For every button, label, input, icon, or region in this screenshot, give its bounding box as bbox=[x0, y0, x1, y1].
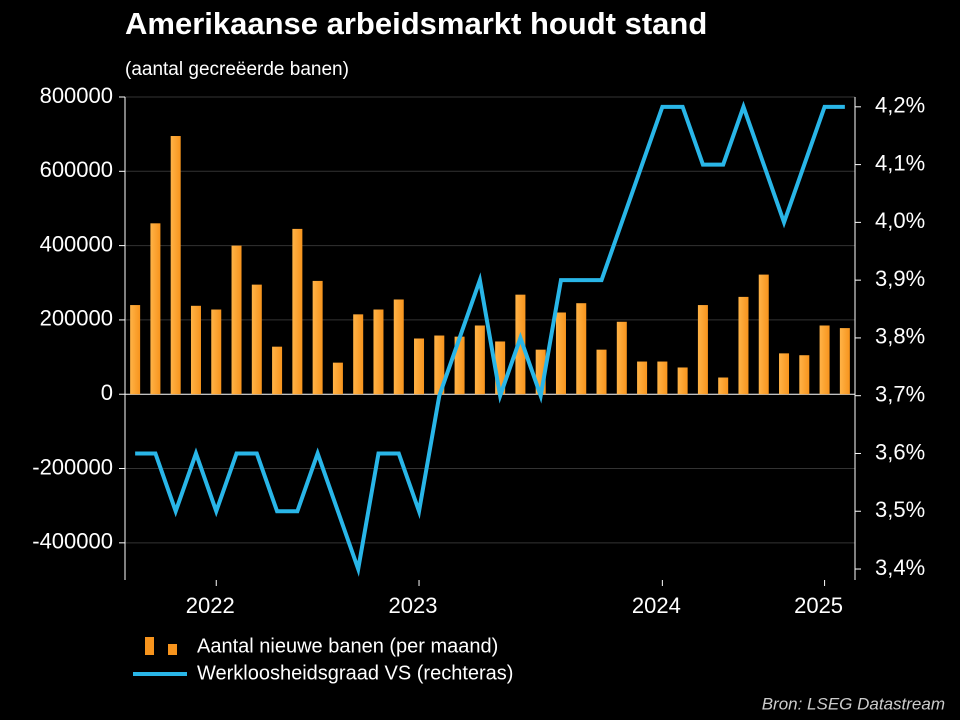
bar bbox=[758, 274, 769, 395]
y-tick-label: 200000 bbox=[40, 306, 113, 331]
bar bbox=[677, 367, 688, 395]
bar bbox=[718, 377, 729, 395]
bar bbox=[819, 325, 830, 395]
bar bbox=[474, 325, 485, 395]
bar bbox=[576, 303, 587, 395]
bar bbox=[657, 361, 668, 395]
bar bbox=[190, 305, 201, 395]
bar bbox=[231, 245, 242, 395]
legend-swatch bbox=[145, 637, 154, 655]
legend-label: Werkloosheidsgraad VS (rechteras) bbox=[197, 662, 513, 684]
x-tick-label: 2024 bbox=[632, 593, 681, 618]
bar bbox=[535, 349, 546, 395]
bar bbox=[637, 361, 648, 395]
bar bbox=[555, 312, 566, 395]
bar bbox=[799, 355, 810, 395]
legend-swatch bbox=[168, 644, 177, 655]
bar bbox=[312, 280, 323, 395]
bar bbox=[332, 362, 343, 395]
y2-tick-label: 3,8% bbox=[875, 324, 925, 349]
bar bbox=[515, 294, 526, 395]
y2-tick-label: 3,6% bbox=[875, 439, 925, 464]
y2-tick-label: 3,7% bbox=[875, 382, 925, 407]
bar bbox=[211, 309, 222, 395]
bar bbox=[414, 338, 425, 395]
legend-label: Aantal nieuwe banen (per maand) bbox=[197, 635, 498, 657]
x-tick-label: 2022 bbox=[186, 593, 235, 618]
source: Bron: LSEG Datastream bbox=[762, 694, 945, 713]
bar bbox=[839, 328, 850, 395]
bar bbox=[779, 353, 790, 395]
y-tick-label: -400000 bbox=[32, 529, 113, 554]
bar bbox=[454, 336, 465, 395]
bar bbox=[130, 305, 141, 395]
chart-title: Amerikaanse arbeidsmarkt houdt stand bbox=[125, 6, 707, 41]
y2-tick-label: 3,9% bbox=[875, 266, 925, 291]
bar bbox=[434, 335, 445, 395]
bar bbox=[170, 136, 181, 395]
bar bbox=[616, 321, 627, 395]
chart-subtitle: (aantal gecreëerde banen) bbox=[125, 59, 349, 80]
bar bbox=[251, 284, 262, 395]
y-tick-label: 800000 bbox=[40, 83, 113, 108]
y-tick-label: -200000 bbox=[32, 454, 113, 479]
bar bbox=[272, 346, 283, 395]
line bbox=[135, 100, 845, 577]
bar bbox=[353, 314, 364, 395]
y2-tick-label: 4,1% bbox=[875, 150, 925, 175]
y2-tick-label: 3,4% bbox=[875, 555, 925, 580]
x-tick-label: 2025 bbox=[794, 593, 843, 618]
x-tick-label: 2023 bbox=[389, 593, 438, 618]
bar bbox=[292, 228, 303, 395]
y2-tick-label: 4,2% bbox=[875, 93, 925, 118]
y2-tick-label: 4,0% bbox=[875, 208, 925, 233]
y-tick-label: 400000 bbox=[40, 231, 113, 256]
y2-tick-label: 3,5% bbox=[875, 497, 925, 522]
y-tick-label: 600000 bbox=[40, 157, 113, 182]
bar bbox=[373, 309, 384, 395]
bar bbox=[697, 305, 708, 395]
bar bbox=[495, 341, 506, 395]
bar bbox=[393, 299, 404, 395]
bar bbox=[738, 296, 749, 395]
bar bbox=[596, 349, 607, 395]
bar bbox=[150, 223, 161, 395]
y-tick-label: 0 bbox=[101, 380, 113, 405]
